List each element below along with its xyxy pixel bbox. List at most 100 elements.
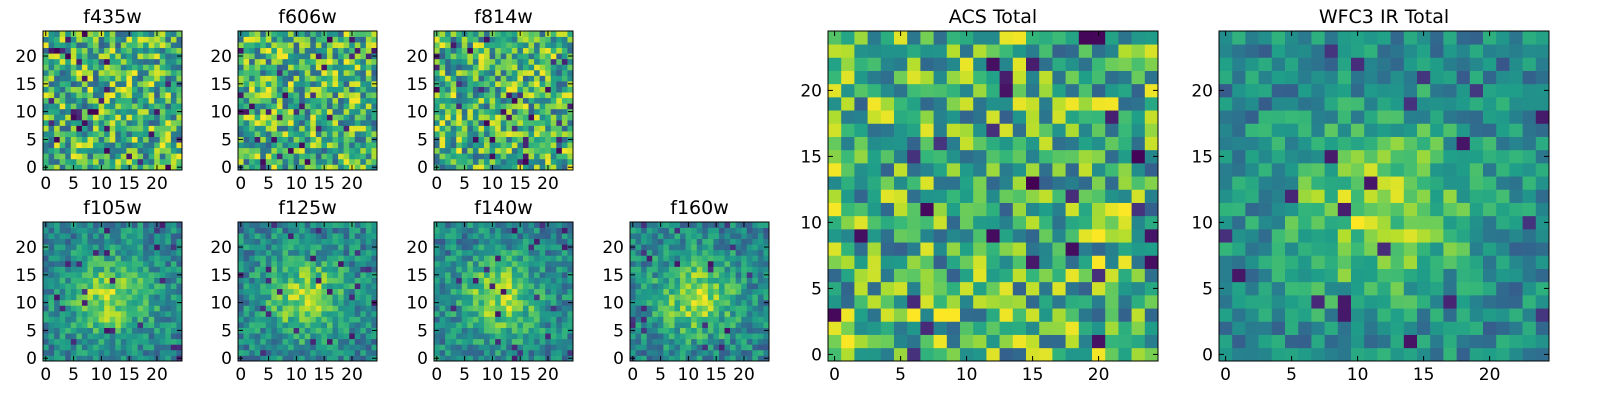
heatmap-cell xyxy=(635,255,642,262)
heatmap-cell xyxy=(478,36,485,43)
heatmap-cell xyxy=(439,42,446,49)
heatmap-cell xyxy=(254,249,261,256)
heatmap-cell xyxy=(321,349,328,356)
heatmap-cell xyxy=(439,31,446,37)
heatmap-cell xyxy=(265,36,272,43)
heatmap-cell xyxy=(104,64,111,71)
heatmap-cell xyxy=(702,310,709,317)
heatmap-cell xyxy=(556,238,563,245)
heatmap-cell xyxy=(539,333,546,340)
heatmap-cell xyxy=(120,131,127,137)
heatmap-cell xyxy=(467,305,474,312)
heatmap-cell xyxy=(478,153,485,160)
heatmap-cell xyxy=(265,131,272,137)
heatmap-cell xyxy=(326,164,333,171)
heatmap-cell xyxy=(854,202,868,217)
heatmap-cell xyxy=(81,131,88,137)
heatmap-cell xyxy=(484,119,490,126)
heatmap-cell xyxy=(456,238,463,245)
heatmap-cell xyxy=(668,299,675,306)
heatmap-cell xyxy=(696,322,703,328)
heatmap-cell xyxy=(170,58,177,65)
heatmap-cell xyxy=(763,310,770,317)
heatmap-cell xyxy=(65,53,72,60)
heatmap-cell xyxy=(545,338,552,345)
heatmap-cell xyxy=(238,349,244,356)
heatmap-cell xyxy=(1092,202,1106,217)
heatmap-cell xyxy=(271,344,278,351)
heatmap-cell xyxy=(254,136,261,143)
heatmap-cell xyxy=(343,349,350,356)
heatmap-cell xyxy=(238,344,244,351)
heatmap-cell xyxy=(315,327,322,334)
heatmap-cell xyxy=(354,103,361,110)
heatmap-cell xyxy=(685,344,692,351)
heatmap-cell xyxy=(752,333,759,340)
heatmap-cell xyxy=(148,36,155,43)
heatmap-cell xyxy=(176,305,183,312)
heatmap-cell xyxy=(365,227,372,234)
heatmap-cell xyxy=(434,42,440,49)
heatmap-cell xyxy=(511,75,518,82)
heatmap-cell xyxy=(528,131,535,137)
heatmap-cell xyxy=(243,283,250,290)
heatmap-cell xyxy=(159,53,166,60)
heatmap-cell xyxy=(691,338,698,345)
heatmap-cell xyxy=(556,147,563,154)
heatmap-cell xyxy=(561,97,568,104)
heatmap-cell xyxy=(81,316,88,323)
heatmap-cell xyxy=(960,268,974,283)
y-tick-label: 15 xyxy=(602,266,624,286)
heatmap-cell xyxy=(104,103,111,110)
heatmap-cell xyxy=(933,242,948,256)
heatmap-cell xyxy=(894,255,908,269)
heatmap-cell xyxy=(93,142,99,149)
heatmap-cell xyxy=(746,338,753,345)
heatmap-cell xyxy=(131,142,138,149)
heatmap-cell xyxy=(828,255,842,269)
heatmap-cell xyxy=(478,47,485,54)
heatmap-cell xyxy=(70,47,77,54)
heatmap-cell xyxy=(707,355,714,362)
heatmap-cell xyxy=(137,158,144,165)
heatmap-cell xyxy=(365,142,372,149)
heatmap-cell xyxy=(674,244,681,251)
heatmap-cell xyxy=(986,347,1000,362)
heatmap-cell xyxy=(176,103,183,110)
heatmap-cell xyxy=(143,42,149,49)
heatmap-cell xyxy=(752,316,759,323)
heatmap-cell xyxy=(456,283,463,290)
heatmap-cell xyxy=(293,344,300,351)
heatmap-cell xyxy=(841,149,855,164)
heatmap-cell xyxy=(159,266,166,273)
heatmap-cell xyxy=(310,75,317,82)
heatmap-cell xyxy=(254,103,261,110)
heatmap-cell xyxy=(299,47,306,54)
heatmap-cell xyxy=(159,147,166,154)
heatmap-cell xyxy=(249,355,256,362)
y-tick-label: 10 xyxy=(210,294,232,314)
heatmap-cell xyxy=(54,283,61,290)
heatmap-cell xyxy=(265,244,272,251)
heatmap-cell xyxy=(81,272,88,278)
x-tick-label: 5 xyxy=(655,365,666,385)
heatmap-cell xyxy=(528,316,535,323)
heatmap-cell xyxy=(265,108,272,115)
heatmap-cell xyxy=(65,333,72,340)
heatmap-cell xyxy=(159,222,166,228)
heatmap-cell xyxy=(81,238,88,245)
heatmap-cell xyxy=(310,103,317,110)
heatmap-cell xyxy=(511,349,518,356)
heatmap-cell xyxy=(439,142,446,149)
heatmap-cell xyxy=(254,266,261,273)
heatmap-cell xyxy=(354,108,361,115)
heatmap-cell xyxy=(349,349,356,356)
heatmap-cell xyxy=(238,322,244,328)
heatmap-cell xyxy=(735,255,742,262)
heatmap-cell xyxy=(59,103,66,110)
heatmap-cell xyxy=(511,249,518,256)
heatmap-cell xyxy=(841,321,855,335)
heatmap-cell xyxy=(265,158,272,165)
heatmap-cell xyxy=(663,299,670,306)
heatmap-cell xyxy=(500,86,507,93)
